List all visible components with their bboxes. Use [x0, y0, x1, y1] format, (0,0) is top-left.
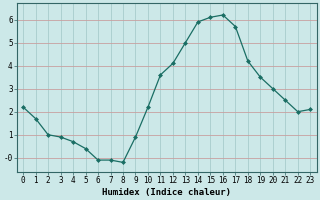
X-axis label: Humidex (Indice chaleur): Humidex (Indice chaleur) — [102, 188, 231, 197]
